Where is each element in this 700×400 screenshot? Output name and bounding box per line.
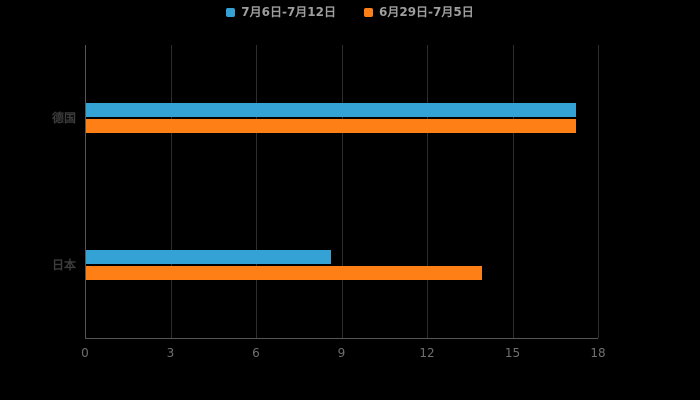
x-tick-label-12: 12 [419, 346, 435, 360]
bar-series-1-德国 [86, 103, 576, 118]
x-tick-label-3: 3 [166, 346, 175, 360]
gridline-x-12 [427, 45, 428, 338]
bar-series-1-日本 [86, 249, 331, 264]
legend-item-series-1[interactable]: 7月6日-7月12日 [226, 6, 336, 18]
gridline-x-3 [170, 45, 172, 338]
legend-swatch-blue [226, 7, 236, 17]
x-tick-label-6: 6 [252, 346, 260, 360]
x-tick-label-18: 18 [590, 346, 606, 360]
x-axis-line [85, 338, 598, 339]
legend-label-series-2: 6月29日-7月5日 [379, 5, 474, 19]
x-tick-label-9: 9 [337, 346, 346, 360]
x-tick-label-0: 0 [81, 346, 89, 360]
gridline-x-9 [341, 45, 343, 338]
bar-series-2-日本 [86, 265, 482, 280]
legend-label-series-1: 7月6日-7月12日 [241, 5, 336, 19]
gridline-x-15 [512, 45, 514, 338]
category-label-2: 日本 [51, 257, 76, 272]
bar-series-2-德国 [86, 119, 576, 134]
gridline-x-6 [256, 45, 257, 338]
y-axis-line [85, 45, 86, 338]
legend-swatch-orange [364, 7, 373, 17]
gridline-x-18 [598, 45, 599, 338]
legend-item-series-2[interactable]: 6月29日-7月5日 [364, 6, 474, 18]
x-tick-label-15: 15 [504, 346, 521, 360]
category-label-1: 德国 [51, 111, 76, 126]
chart-legend: 7月6日-7月12日 6月29日-7月5日 [0, 6, 700, 18]
